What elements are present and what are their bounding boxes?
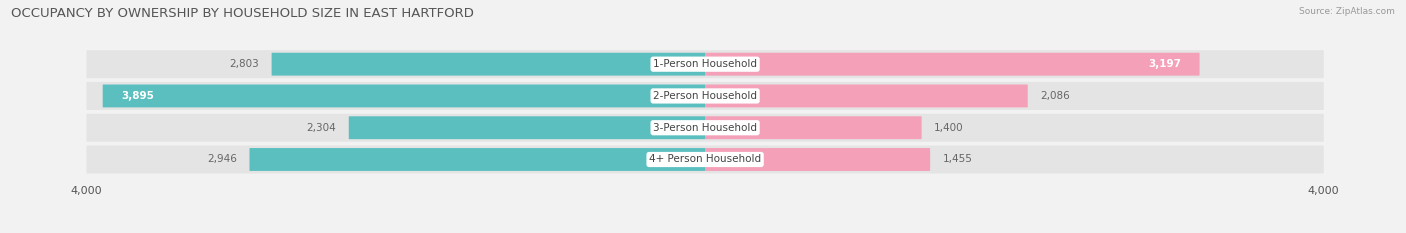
FancyBboxPatch shape: [704, 116, 922, 139]
Text: 1-Person Household: 1-Person Household: [654, 59, 756, 69]
FancyBboxPatch shape: [103, 85, 704, 107]
Text: 1,400: 1,400: [934, 123, 963, 133]
Text: 3,895: 3,895: [121, 91, 155, 101]
Text: 4+ Person Household: 4+ Person Household: [650, 154, 761, 164]
FancyBboxPatch shape: [249, 148, 704, 171]
FancyBboxPatch shape: [86, 114, 1323, 142]
FancyBboxPatch shape: [271, 53, 704, 76]
FancyBboxPatch shape: [86, 50, 1323, 78]
Text: 1,455: 1,455: [942, 154, 973, 164]
Text: 3-Person Household: 3-Person Household: [654, 123, 756, 133]
Text: OCCUPANCY BY OWNERSHIP BY HOUSEHOLD SIZE IN EAST HARTFORD: OCCUPANCY BY OWNERSHIP BY HOUSEHOLD SIZE…: [11, 7, 474, 20]
Text: Source: ZipAtlas.com: Source: ZipAtlas.com: [1299, 7, 1395, 16]
FancyBboxPatch shape: [704, 53, 1199, 76]
Text: 2,803: 2,803: [229, 59, 259, 69]
Text: 2,946: 2,946: [207, 154, 238, 164]
FancyBboxPatch shape: [704, 85, 1028, 107]
Text: 3,197: 3,197: [1147, 59, 1181, 69]
Text: 2-Person Household: 2-Person Household: [654, 91, 756, 101]
FancyBboxPatch shape: [704, 148, 931, 171]
FancyBboxPatch shape: [86, 82, 1323, 110]
FancyBboxPatch shape: [349, 116, 704, 139]
Text: 2,304: 2,304: [307, 123, 336, 133]
Text: 2,086: 2,086: [1040, 91, 1070, 101]
FancyBboxPatch shape: [86, 146, 1323, 174]
